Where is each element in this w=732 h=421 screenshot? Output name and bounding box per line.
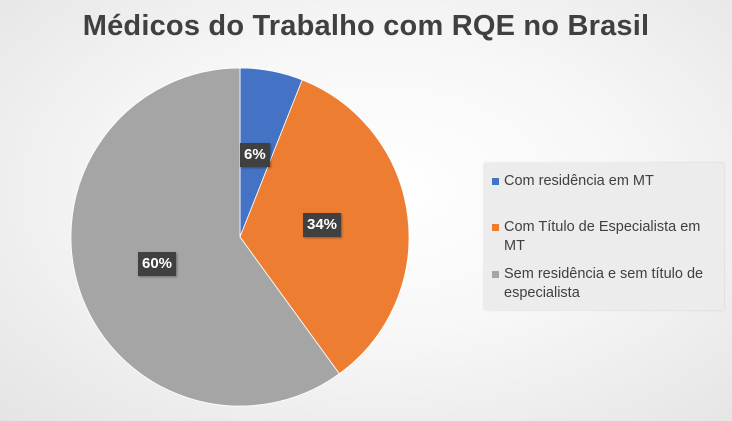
legend-swatch-icon — [492, 224, 499, 231]
legend-swatch-icon — [492, 271, 499, 278]
legend-label: Com residência em MT — [504, 173, 654, 189]
data-label-3: 60% — [138, 252, 177, 276]
data-label-1: 6% — [240, 143, 270, 167]
data-label-2: 34% — [303, 213, 342, 237]
chart-title: Médicos do Trabalho com RQE no Brasil — [82, 10, 650, 42]
legend-label: Com Título de Especialista em MT — [504, 219, 701, 254]
legend-item-3: Sem residência e sem título de especiali… — [492, 265, 718, 303]
pie-slice-3 — [70, 67, 340, 407]
legend-swatch-icon — [492, 178, 499, 185]
legend-item-1: Com residência em MT — [492, 172, 718, 191]
legend: Com residência em MT Com Título de Especi… — [484, 163, 724, 310]
legend-item-2: Com Título de Especialista em MT — [492, 218, 718, 256]
legend-label: Sem residência e sem título de especiali… — [504, 266, 704, 301]
